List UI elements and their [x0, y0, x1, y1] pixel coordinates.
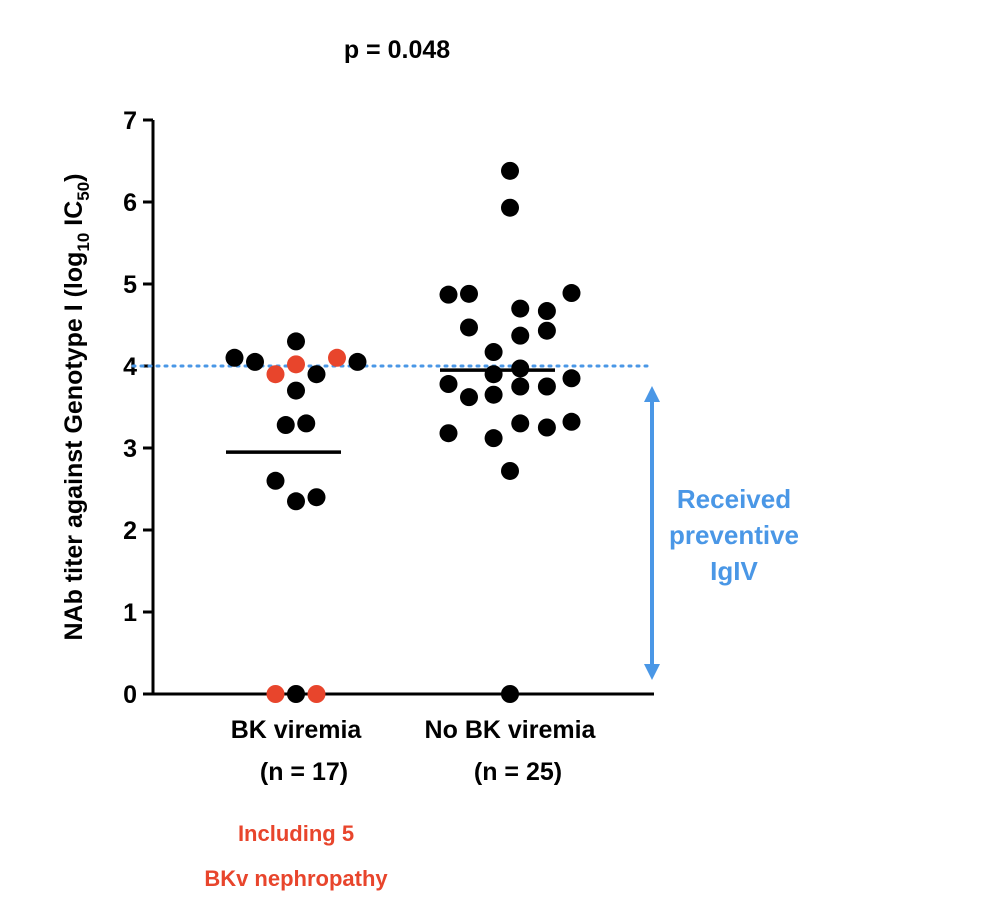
- data-point: [348, 352, 367, 371]
- data-point: [537, 377, 556, 396]
- data-point: [501, 685, 519, 703]
- data-point: [287, 492, 305, 511]
- data-point: [460, 318, 478, 337]
- iviv-label-line: preventive: [669, 520, 799, 550]
- data-point: [246, 352, 264, 371]
- data-point: [287, 685, 305, 703]
- y-tick-label: 4: [123, 353, 137, 381]
- iviv-label-line: Received: [677, 484, 791, 514]
- data-point-nephropathy: [266, 685, 285, 703]
- data-point-nephropathy: [307, 685, 326, 703]
- chart-title: p = 0.048: [344, 36, 450, 64]
- y-axis-label-part: 50: [74, 182, 93, 201]
- data-point: [501, 198, 519, 217]
- nephropathy-note-line: BKv nephropathy: [204, 866, 388, 891]
- iviv-label-line: IgIV: [710, 556, 758, 586]
- data-point: [297, 414, 316, 433]
- data-point: [511, 299, 530, 318]
- data-point: [225, 348, 244, 367]
- data-point: [484, 343, 503, 362]
- y-axis-label-part: IC: [60, 201, 88, 233]
- data-point: [537, 321, 556, 340]
- data-point: [287, 381, 305, 400]
- x-category-n: (n = 25): [474, 758, 562, 786]
- y-axis-label-part: ): [60, 173, 88, 181]
- y-tick-label: 6: [123, 189, 137, 217]
- x-category-label: No BK viremia: [425, 716, 597, 744]
- data-point: [439, 375, 458, 394]
- data-point: [484, 429, 503, 448]
- data-point: [537, 302, 556, 321]
- data-point: [562, 284, 581, 303]
- data-point: [501, 461, 519, 480]
- y-axis-label-part: 10: [74, 233, 93, 252]
- data-point: [501, 161, 519, 180]
- iviv-arrow-head-top: [644, 386, 660, 402]
- y-tick-label: 7: [123, 107, 137, 135]
- data-point: [307, 488, 326, 507]
- data-point: [266, 471, 285, 490]
- iviv-arrow-head-bottom: [644, 664, 660, 680]
- x-category-n: (n = 17): [260, 758, 348, 786]
- x-category-label: BK viremia: [231, 716, 363, 744]
- data-point: [307, 365, 326, 384]
- data-point: [460, 388, 478, 407]
- data-point: [484, 385, 503, 404]
- y-axis-label: NAb titer against Genotype I (log10 IC50…: [60, 173, 93, 640]
- data-point: [484, 365, 503, 384]
- data-point: [287, 332, 305, 351]
- data-point: [511, 377, 530, 396]
- data-point: [439, 285, 458, 304]
- data-point: [276, 416, 295, 435]
- data-point-nephropathy: [266, 365, 285, 384]
- data-point: [511, 414, 530, 433]
- data-point: [562, 369, 581, 388]
- y-tick-label: 2: [123, 517, 137, 545]
- y-tick-label: 5: [123, 271, 137, 299]
- data-point-nephropathy: [328, 348, 346, 367]
- data-point: [511, 326, 530, 345]
- data-point: [439, 424, 458, 443]
- data-point-nephropathy: [287, 355, 305, 374]
- nephropathy-note-line: Including 5: [238, 821, 354, 846]
- y-tick-label: 3: [123, 435, 137, 463]
- data-point: [460, 284, 478, 303]
- y-axis-label-part: NAb titer against Genotype I (log: [60, 252, 88, 641]
- y-tick-label: 0: [123, 681, 137, 709]
- data-point: [562, 412, 581, 431]
- data-point: [537, 418, 556, 437]
- y-tick-label: 1: [123, 599, 137, 627]
